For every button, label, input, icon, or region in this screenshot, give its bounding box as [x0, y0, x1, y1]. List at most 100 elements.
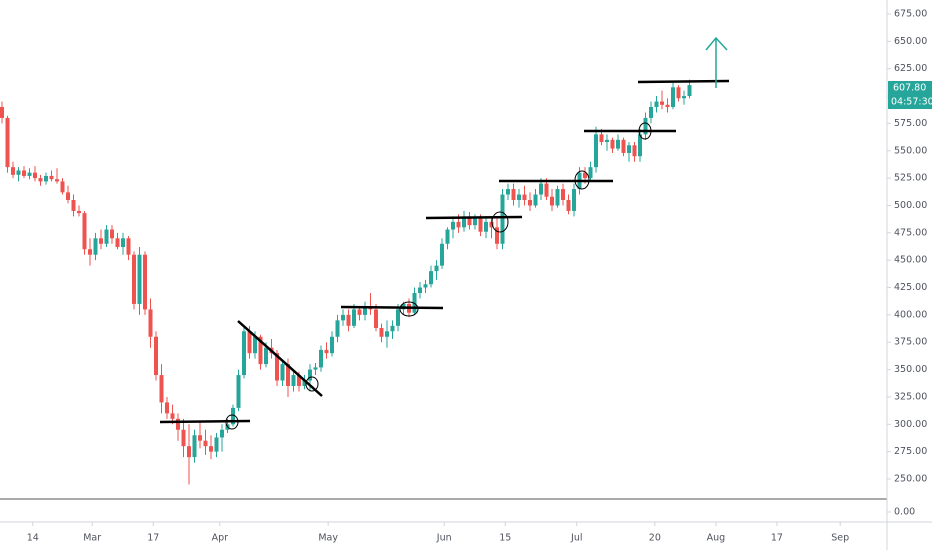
y-tick-label: 475.00: [894, 227, 927, 238]
y-tick-label: 325.00: [894, 391, 927, 402]
candle-body: [572, 189, 576, 211]
candle-body: [242, 331, 246, 376]
candle-body: [687, 85, 692, 97]
candle-body: [165, 402, 169, 414]
candle-body: [231, 407, 235, 425]
candle-body: [462, 216, 466, 228]
candle-body: [313, 367, 318, 370]
candle-body: [511, 189, 516, 200]
y-tick-label: 650.00: [894, 36, 927, 47]
candle-body: [49, 175, 54, 180]
circle: [305, 376, 319, 392]
candle-body: [82, 213, 87, 250]
x-tick-label: Jun: [436, 533, 452, 544]
candle-body: [467, 216, 472, 226]
y-tick-label: 675.00: [894, 9, 927, 20]
candle-body: [126, 238, 131, 255]
candle-body: [396, 309, 400, 326]
candle-body: [99, 238, 103, 244]
circle: [574, 170, 590, 190]
candle-body: [550, 196, 554, 206]
candle-body: [555, 189, 560, 206]
candle-body: [660, 101, 664, 105]
candle-body: [616, 139, 620, 149]
candle-body: [192, 435, 197, 458]
candle-body: [418, 287, 422, 293]
candle-body: [440, 243, 444, 266]
candle-body: [517, 194, 521, 200]
candle-body: [484, 221, 488, 232]
circle: [399, 301, 419, 317]
candle-body: [148, 309, 153, 337]
candle-body: [649, 107, 653, 118]
candle-body: [132, 254, 136, 304]
x-tick-label: 17: [771, 533, 783, 544]
candle-body: [632, 145, 637, 157]
candle-body: [495, 227, 499, 244]
trend-line: [425, 215, 523, 220]
candle-body: [60, 181, 65, 193]
candle-body: [16, 170, 21, 175]
x-tick-label: Aug: [707, 533, 726, 544]
candle-body: [676, 87, 681, 99]
candle-body: [478, 218, 483, 232]
candle-body: [561, 189, 565, 200]
x-tick-label: 14: [27, 533, 39, 544]
candle-body: [198, 435, 202, 441]
candle-body: [500, 194, 505, 244]
candle-body: [423, 284, 428, 288]
candle-body: [11, 167, 15, 175]
candle-body: [583, 172, 587, 179]
candle-body: [236, 375, 241, 408]
candle-body: [308, 369, 312, 381]
candle-body: [203, 440, 208, 447]
x-tick-label: Jul: [570, 533, 582, 544]
candle-body: [264, 347, 268, 365]
x-tick-label: 17: [147, 533, 159, 544]
candle-body: [44, 175, 48, 182]
candle-body: [38, 178, 43, 182]
candle-body: [121, 238, 125, 248]
candle-body: [302, 380, 307, 386]
candle-body: [104, 229, 109, 244]
y-tick-label: 275.00: [894, 446, 927, 457]
candle-body: [588, 167, 593, 179]
candle-body: [379, 328, 384, 337]
circle: [491, 211, 509, 233]
y-tick-label: 350.00: [894, 364, 927, 375]
candle-body: [335, 320, 340, 337]
candle-body: [253, 336, 257, 354]
candle-body: [610, 139, 615, 149]
candle-body: [385, 331, 389, 337]
y-tick-label: 575.00: [894, 118, 927, 129]
candle-body: [55, 179, 59, 182]
candle-body: [324, 349, 329, 354]
candle-body: [390, 325, 395, 332]
last-price-label: 607.80: [893, 83, 926, 94]
candle-body: [275, 353, 279, 381]
candle-body: [451, 221, 455, 230]
candle-body: [137, 254, 142, 304]
x-tick-label: Mar: [83, 533, 101, 544]
candle-body: [176, 418, 180, 430]
candle-body: [154, 336, 158, 376]
circle: [638, 122, 652, 140]
x-tick-label: May: [318, 533, 338, 544]
drawings: [159, 79, 730, 430]
circle: [225, 414, 239, 430]
candle-body: [187, 446, 191, 458]
candle-body: [280, 364, 285, 381]
candle-body: [0, 107, 4, 118]
candle-body: [319, 349, 323, 368]
y-tick-label: 500.00: [894, 200, 927, 211]
y-tick-label: 425.00: [894, 282, 927, 293]
candle-body: [605, 139, 609, 143]
countdown: 04:57:30: [891, 97, 932, 108]
candle-body: [214, 437, 219, 452]
y-tick-label: 300.00: [894, 419, 927, 430]
y-tick-label: 525.00: [894, 173, 927, 184]
candle-body: [434, 265, 439, 272]
last-price-box: [888, 81, 932, 95]
